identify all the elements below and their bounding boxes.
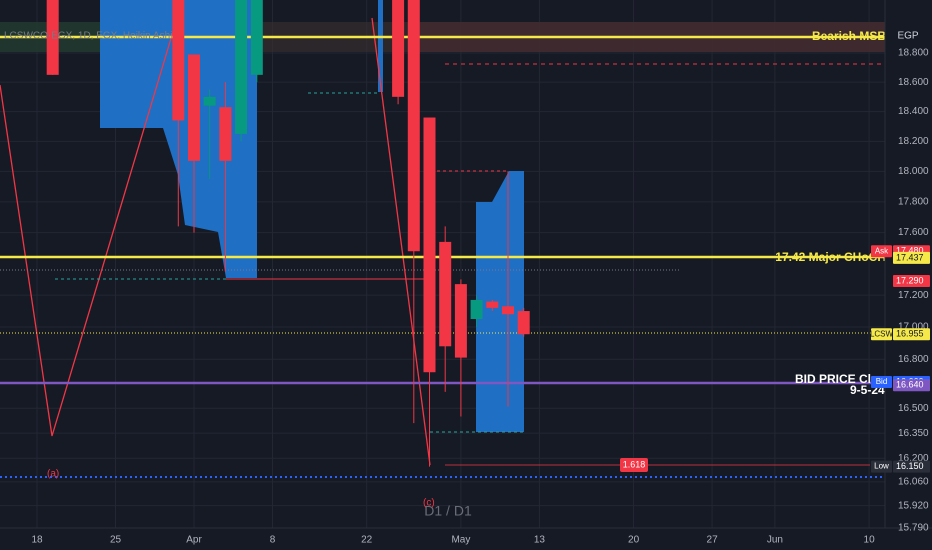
fib-badge: [620, 458, 648, 472]
x-tick-label: Apr: [186, 535, 202, 546]
candle-body: [188, 54, 200, 161]
y-tick-label: 18.800: [898, 48, 929, 59]
axes: 18.800 18.600 18.400 18.200 18.000 17.800 17.6…: [31, 48, 930, 546]
wave-label: (c): [423, 498, 435, 509]
candle-body: [470, 299, 483, 320]
x-tick-label: May: [451, 535, 470, 546]
chart-title: LCSWCO·EGX, 1D, EGX, Heikin Ashi: [4, 31, 172, 42]
level-label: Bearish MSB: [812, 29, 886, 43]
candle-body: [219, 107, 232, 161]
y-tick-label: 17.800: [898, 196, 929, 207]
fib-label: 1.618: [623, 459, 646, 469]
price-tag: [871, 245, 892, 258]
price-badge: [893, 251, 930, 264]
price-badge: [893, 274, 930, 287]
y-tick-label: 17.600: [898, 227, 929, 238]
wave-label: (a): [47, 469, 59, 480]
wave-line: [371, 17, 431, 466]
price-tag-label: Ask: [875, 246, 889, 255]
y-tick-label: 17.200: [898, 290, 929, 301]
candle-body: [250, 0, 263, 75]
candle-body: [517, 311, 530, 335]
price-label: 17.437: [896, 252, 924, 262]
candles: [46, 0, 530, 467]
price-label: 17.290: [896, 275, 924, 285]
zone: [476, 171, 524, 432]
x-tick-label: 13: [534, 535, 546, 546]
x-tick-label: 25: [110, 535, 122, 546]
candle-body: [423, 117, 436, 373]
x-tick-label: 27: [707, 535, 719, 546]
y-tick-label: 17.000: [898, 322, 929, 333]
candle-body: [439, 241, 452, 347]
wave-line: [0, 14, 179, 437]
price-label: 16.640: [896, 380, 924, 390]
price-tag: [871, 376, 892, 389]
y-tick-label: 18.600: [898, 77, 929, 88]
price-badge: [893, 328, 930, 341]
watermark: D1 / D1: [424, 503, 472, 519]
price-label: 16.955: [896, 329, 924, 339]
x-tick-label: 8: [270, 535, 276, 546]
x-tick-label: 20: [628, 535, 640, 546]
price-tag-label: Bid: [876, 377, 888, 386]
x-tick-label: 10: [864, 535, 876, 546]
y-tick-label: 18.400: [898, 106, 929, 117]
candle-body: [46, 0, 59, 75]
y-tick-label: 16.800: [898, 354, 929, 365]
y-tick-label: 16.350: [898, 428, 929, 439]
y-tick-label: 16.500: [898, 403, 929, 414]
candle-body: [454, 284, 467, 358]
y-tick-label: 18.200: [898, 136, 929, 147]
y-tick-label: 18.000: [898, 166, 929, 177]
y-tick-label: 16.200: [898, 453, 929, 464]
price-badge: [893, 379, 930, 392]
candle-body: [203, 96, 216, 106]
candle-body: [407, 0, 420, 252]
price-tag: [871, 328, 892, 341]
price-label: 17.480: [896, 246, 924, 256]
level-label: 17.42 Major CHoCH: [775, 250, 886, 264]
price-label: 16.150: [896, 461, 924, 471]
zone: [378, 0, 383, 92]
price-tag-label: Low: [874, 462, 889, 471]
candle-body: [392, 0, 405, 97]
currency: EGP: [897, 31, 918, 42]
y-tick-label: 15.920: [898, 500, 929, 511]
price-tag-label: LCSW: [870, 329, 894, 338]
y-tick-label: 15.790: [898, 523, 929, 534]
candle-body: [172, 0, 185, 121]
price-badge: [893, 460, 930, 473]
y-tick-label: 16.060: [898, 476, 929, 487]
x-tick-label: Jun: [767, 535, 783, 546]
x-tick-label: 22: [361, 535, 373, 546]
price-tag: [871, 460, 892, 473]
candle-body: [502, 306, 514, 315]
x-tick-label: 18: [31, 535, 43, 546]
candle-body: [235, 0, 248, 134]
candle-body: [486, 301, 499, 308]
